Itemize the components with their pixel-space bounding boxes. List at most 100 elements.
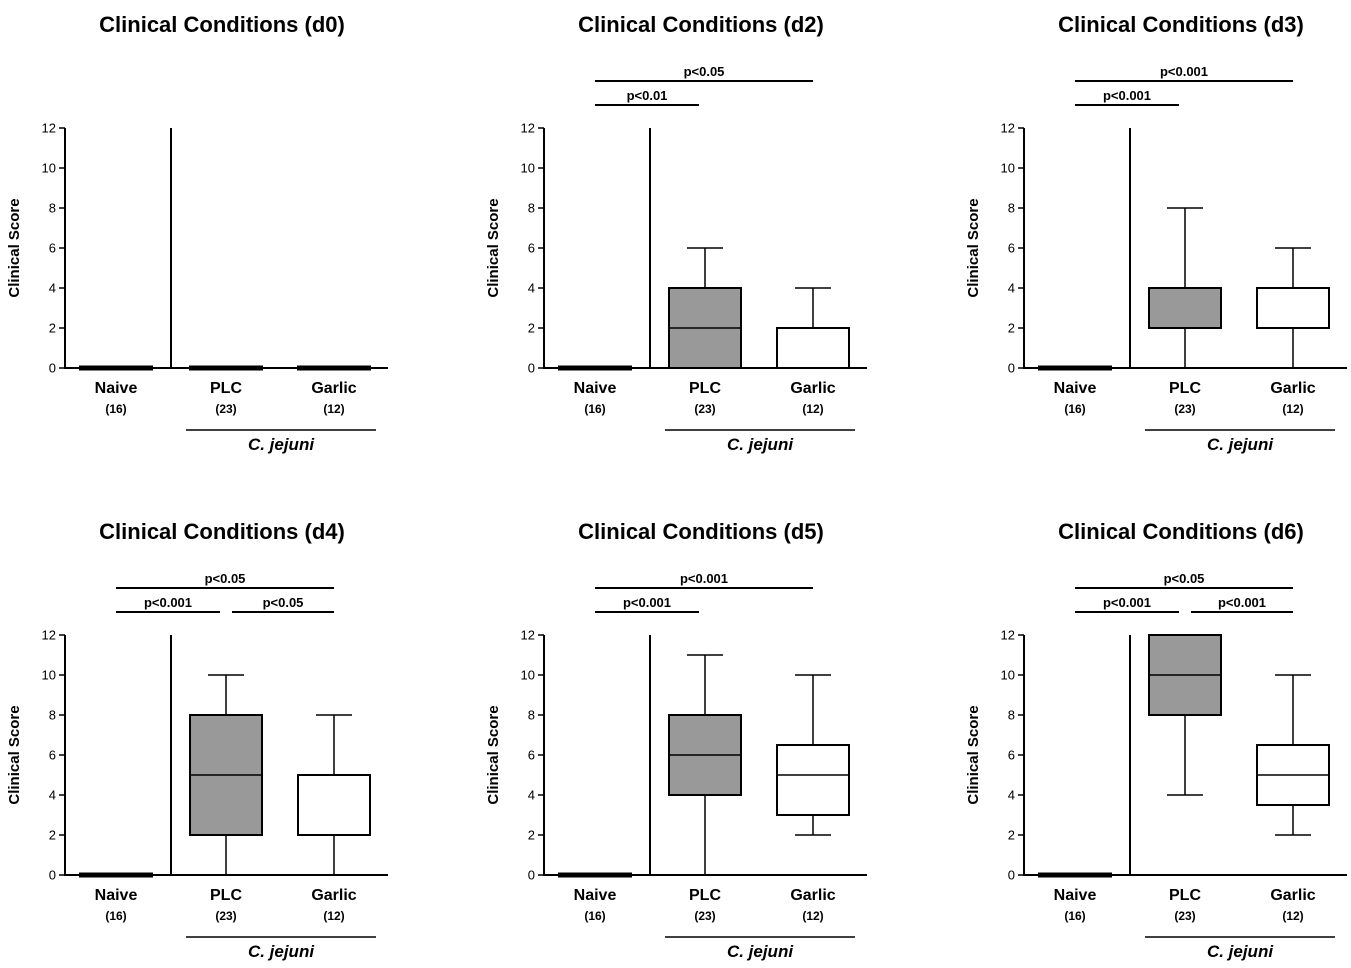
chart-panel-2: Clinical Conditions (d3) Clinical Score 0 2…: [965, 12, 1347, 454]
y-tick-label: 12: [521, 121, 535, 136]
group-label: C. jejuni: [727, 435, 794, 454]
y-tick-label: 0: [528, 868, 535, 883]
y-tick-label: 0: [528, 361, 535, 376]
y-tick-label: 0: [49, 361, 56, 376]
box-plc: [668, 247, 742, 369]
y-tick-label: 4: [528, 281, 535, 296]
y-tick-label: 6: [528, 241, 535, 256]
category-label: Garlic: [311, 380, 356, 397]
y-tick-label: 2: [1008, 828, 1015, 843]
significance-label: p<0.001: [1103, 595, 1151, 610]
y-tick-label: 10: [42, 668, 56, 683]
category-label: Naive: [1054, 380, 1097, 397]
category-count: (16): [105, 402, 126, 416]
y-tick-label: 8: [49, 201, 56, 216]
category-count: (23): [694, 909, 715, 923]
category-count: (12): [323, 909, 344, 923]
y-axis-label: Clinical Score: [6, 198, 23, 297]
category-label: Garlic: [790, 380, 835, 397]
y-tick-label: 4: [528, 788, 535, 803]
category-count: (12): [1282, 402, 1303, 416]
significance-label: p<0.001: [680, 571, 728, 586]
category-label: Naive: [574, 380, 617, 397]
category-label: PLC: [1169, 887, 1201, 904]
category-count: (23): [215, 909, 236, 923]
y-tick-label: 0: [49, 868, 56, 883]
box-garlic: [776, 287, 850, 369]
box-garlic: [776, 674, 850, 836]
y-tick-label: 12: [42, 121, 56, 136]
y-tick-label: 8: [49, 708, 56, 723]
category-count: (16): [1064, 402, 1085, 416]
y-tick-label: 8: [528, 201, 535, 216]
y-axis-label: Clinical Score: [6, 705, 23, 804]
y-tick-label: 6: [49, 748, 56, 763]
y-tick-label: 4: [49, 788, 56, 803]
category-count: (23): [215, 402, 236, 416]
chart-title: Clinical Conditions (d0): [99, 12, 345, 37]
y-tick-label: 6: [1008, 241, 1015, 256]
category-label: PLC: [689, 887, 721, 904]
box-garlic: [1256, 674, 1330, 836]
y-tick-label: 0: [1008, 868, 1015, 883]
category-count: (16): [1064, 909, 1085, 923]
significance-label: p<0.001: [1160, 64, 1208, 79]
significance-label: p<0.001: [623, 595, 671, 610]
chart-panel-1: Clinical Conditions (d2) Clinical Score 0 2…: [485, 12, 867, 454]
category-count: (16): [584, 402, 605, 416]
box-garlic: [297, 714, 371, 876]
significance-label: p<0.01: [627, 88, 668, 103]
category-label: PLC: [1169, 380, 1201, 397]
box-body: [1148, 287, 1222, 329]
category-label: Naive: [1054, 887, 1097, 904]
category-label: Naive: [574, 887, 617, 904]
category-label: Garlic: [790, 887, 835, 904]
y-axis-label: Clinical Score: [485, 198, 502, 297]
chart-title: Clinical Conditions (d6): [1058, 519, 1304, 544]
category-label: Naive: [95, 887, 138, 904]
category-label: Garlic: [1270, 887, 1315, 904]
y-tick-label: 12: [42, 628, 56, 643]
category-label: PLC: [689, 380, 721, 397]
box-plc: [1148, 207, 1222, 369]
y-axis-label: Clinical Score: [965, 705, 982, 804]
category-label: Garlic: [1270, 380, 1315, 397]
category-count: (23): [1174, 402, 1195, 416]
chart-panel-0: Clinical Conditions (d0) Clinical Score 0 2…: [6, 12, 388, 454]
group-label: C. jejuni: [727, 942, 794, 961]
significance-label: p<0.05: [1164, 571, 1205, 586]
box-body: [776, 327, 850, 369]
significance-label: p<0.05: [684, 64, 725, 79]
y-tick-label: 6: [528, 748, 535, 763]
chart-title: Clinical Conditions (d4): [99, 519, 345, 544]
group-label: C. jejuni: [1207, 942, 1274, 961]
category-count: (16): [105, 909, 126, 923]
box-body: [776, 744, 850, 816]
box-naive: [1038, 872, 1112, 878]
y-tick-label: 8: [1008, 201, 1015, 216]
significance-label: p<0.05: [205, 571, 246, 586]
y-axis-label: Clinical Score: [485, 705, 502, 804]
chart-panel-3: Clinical Conditions (d4) Clinical Score 0 2…: [6, 519, 388, 961]
y-tick-label: 2: [49, 321, 56, 336]
box-garlic: [297, 365, 371, 371]
y-tick-label: 12: [1001, 628, 1015, 643]
significance-label: p<0.05: [263, 595, 304, 610]
box-body: [297, 774, 371, 836]
chart-panel-4: Clinical Conditions (d5) Clinical Score 0 2…: [485, 519, 867, 961]
significance-label: p<0.001: [144, 595, 192, 610]
chart-title: Clinical Conditions (d5): [578, 519, 824, 544]
box-naive: [558, 872, 632, 878]
category-label: Naive: [95, 380, 138, 397]
y-tick-label: 10: [1001, 161, 1015, 176]
y-tick-label: 2: [1008, 321, 1015, 336]
box-plc: [189, 674, 263, 876]
category-count: (16): [584, 909, 605, 923]
significance-label: p<0.001: [1218, 595, 1266, 610]
category-label: Garlic: [311, 887, 356, 904]
category-count: (23): [694, 402, 715, 416]
y-tick-label: 6: [49, 241, 56, 256]
box-naive: [1038, 365, 1112, 371]
box-naive: [79, 872, 153, 878]
category-label: PLC: [210, 887, 242, 904]
